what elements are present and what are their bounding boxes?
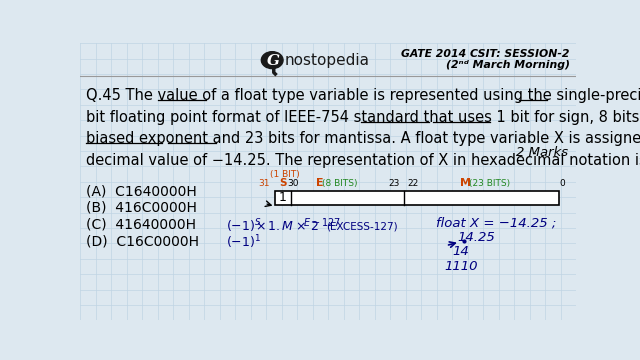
Text: float X = −14.25 ;: float X = −14.25 ; — [436, 216, 557, 229]
Text: (23 BITS): (23 BITS) — [468, 179, 510, 188]
Text: 1: 1 — [279, 192, 287, 204]
Text: 23: 23 — [388, 179, 400, 188]
Text: 1110: 1110 — [444, 260, 477, 273]
Text: (1 BIT): (1 BIT) — [269, 170, 300, 179]
Text: S: S — [279, 178, 287, 188]
Text: M: M — [460, 178, 472, 188]
Text: (EXCESS-127): (EXCESS-127) — [326, 221, 398, 231]
Text: GATE 2014 CSIT: SESSION-2: GATE 2014 CSIT: SESSION-2 — [401, 49, 570, 59]
Text: decimal value of −14.25. The representation of X in hexadecimal notation is: decimal value of −14.25. The representat… — [86, 153, 640, 168]
Text: $(-1)^1$: $(-1)^1$ — [226, 233, 260, 251]
Text: 2 Marks: 2 Marks — [516, 146, 568, 159]
Text: E: E — [316, 178, 324, 188]
Text: 22: 22 — [408, 179, 419, 188]
Text: $E-127$: $E-127$ — [303, 216, 341, 228]
Text: nostopedia: nostopedia — [285, 53, 370, 68]
Text: 0: 0 — [559, 179, 565, 188]
Text: (D)  C16C0000H: (D) C16C0000H — [86, 235, 199, 249]
Text: 31: 31 — [259, 179, 270, 188]
Text: (A)  C1640000H: (A) C1640000H — [86, 184, 197, 198]
Text: bit floating point format of IEEE-754 standard that uses 1 bit for sign, 8 bits : bit floating point format of IEEE-754 st… — [86, 109, 640, 125]
Text: 30: 30 — [287, 179, 299, 188]
Text: (2ⁿᵈ March Morning): (2ⁿᵈ March Morning) — [446, 60, 570, 70]
Text: Q.45 The value of a float type variable is represented using the single-precisio: Q.45 The value of a float type variable … — [86, 88, 640, 103]
Text: (B)  416C0000H: (B) 416C0000H — [86, 201, 197, 215]
FancyBboxPatch shape — [275, 191, 559, 205]
Text: $(-1)^S$: $(-1)^S$ — [226, 218, 261, 235]
Text: biased exponent and 23 bits for mantissa. A float type variable X is assigned th: biased exponent and 23 bits for mantissa… — [86, 131, 640, 146]
Text: 14: 14 — [452, 244, 468, 258]
Text: G: G — [266, 54, 280, 68]
Ellipse shape — [261, 52, 283, 69]
Text: $\times\,1.M\times\,2$: $\times\,1.M\times\,2$ — [255, 220, 319, 233]
Text: (C)  41640000H: (C) 41640000H — [86, 218, 196, 232]
Text: (8 BITS): (8 BITS) — [322, 179, 357, 188]
Text: 14.25: 14.25 — [458, 231, 495, 244]
